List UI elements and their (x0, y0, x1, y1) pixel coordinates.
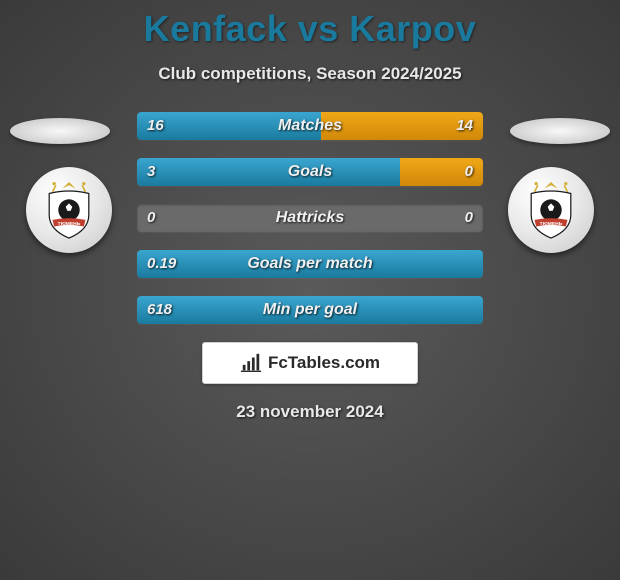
stat-label: Goals (137, 158, 483, 186)
left-player-value: 16 (147, 112, 164, 140)
page-subtitle: Club competitions, Season 2024/2025 (0, 64, 620, 84)
svg-text:ТЮМЕНЬ: ТЮМЕНЬ (540, 221, 563, 227)
right-player-oval (510, 118, 610, 144)
stat-row: Matches16 14 (137, 112, 483, 140)
comparison-chart: ТЮМЕНЬ ТЮМЕНЬ Matches1614Goals30Hattrick… (0, 112, 620, 324)
stat-bars: Matches1614Goals30Hattricks00Goals per m… (137, 112, 483, 324)
right-player-value: 0 (465, 158, 473, 186)
left-player-value: 3 (147, 158, 155, 186)
left-player-value: 618 (147, 296, 172, 324)
stat-row: Hattricks0 0 (137, 204, 483, 232)
right-team-badge: ТЮМЕНЬ (508, 167, 594, 253)
attribution-text: FcTables.com (268, 353, 380, 373)
left-player-value: 0.19 (147, 250, 176, 278)
stat-label: Matches (137, 112, 483, 140)
attribution-box: FcTables.com (202, 342, 418, 384)
bar-chart-icon (240, 352, 262, 374)
stat-label: Hattricks (137, 204, 483, 232)
stat-label: Goals per match (137, 250, 483, 278)
stat-row: Goals3 0 (137, 158, 483, 186)
left-player-oval (10, 118, 110, 144)
stat-row: Goals per match0.19 (137, 250, 483, 278)
snapshot-date: 23 november 2024 (0, 402, 620, 422)
left-team-badge: ТЮМЕНЬ (26, 167, 112, 253)
shield-icon: ТЮМЕНЬ (36, 177, 102, 243)
stat-row: Min per goal618 (137, 296, 483, 324)
shield-icon: ТЮМЕНЬ (518, 177, 584, 243)
page-title: Kenfack vs Karpov (0, 0, 620, 50)
left-player-value: 0 (147, 204, 155, 232)
right-player-value: 14 (456, 112, 473, 140)
svg-text:ТЮМЕНЬ: ТЮМЕНЬ (58, 221, 81, 227)
stat-label: Min per goal (137, 296, 483, 324)
right-player-value: 0 (465, 204, 473, 232)
